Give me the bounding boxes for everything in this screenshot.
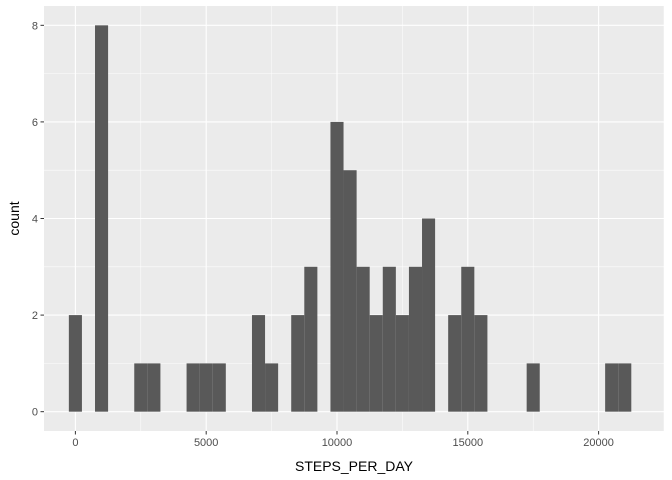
y-tick-label: 0 xyxy=(32,407,38,419)
histogram-bar xyxy=(461,266,475,412)
histogram-bar xyxy=(395,315,409,412)
histogram-bar xyxy=(526,363,540,412)
x-tick-label: 20000 xyxy=(583,437,614,449)
histogram-bar xyxy=(186,363,200,412)
histogram-bar xyxy=(605,363,619,412)
histogram-bar xyxy=(369,315,383,412)
histogram-bar xyxy=(618,363,632,412)
histogram-bar xyxy=(422,218,436,412)
y-tick-label: 2 xyxy=(32,310,38,322)
histogram-bar xyxy=(330,121,344,412)
y-tick-label: 6 xyxy=(32,117,38,129)
x-tick-label: 5000 xyxy=(194,437,218,449)
histogram-bar xyxy=(251,315,266,412)
y-axis: 0 2 4 6 8 xyxy=(32,20,44,419)
histogram-bar xyxy=(212,363,226,412)
histogram-bar xyxy=(474,315,488,412)
histogram-bar xyxy=(95,25,109,412)
x-axis-title: STEPS_PER_DAY xyxy=(295,458,414,474)
x-tick-label: 10000 xyxy=(322,437,353,449)
x-axis: 0 5000 10000 15000 20000 xyxy=(72,431,614,449)
histogram-bars xyxy=(68,25,632,412)
histogram-bar xyxy=(147,363,161,412)
histogram-bar xyxy=(265,363,279,412)
histogram-bar xyxy=(134,363,148,412)
histogram-bar xyxy=(68,315,82,412)
x-tick-label: 0 xyxy=(72,437,78,449)
y-tick-label: 4 xyxy=(32,214,38,226)
y-axis-title: count xyxy=(6,201,22,235)
histogram-bar xyxy=(343,170,357,412)
histogram-bar xyxy=(304,266,318,412)
histogram-bar xyxy=(356,266,370,412)
y-tick-label: 8 xyxy=(32,20,38,32)
x-tick-label: 15000 xyxy=(453,437,484,449)
histogram-bar xyxy=(291,315,305,412)
histogram-bar xyxy=(199,363,213,412)
histogram-bar xyxy=(448,315,462,412)
histogram-bar xyxy=(382,266,396,412)
histogram-bar xyxy=(408,266,423,412)
